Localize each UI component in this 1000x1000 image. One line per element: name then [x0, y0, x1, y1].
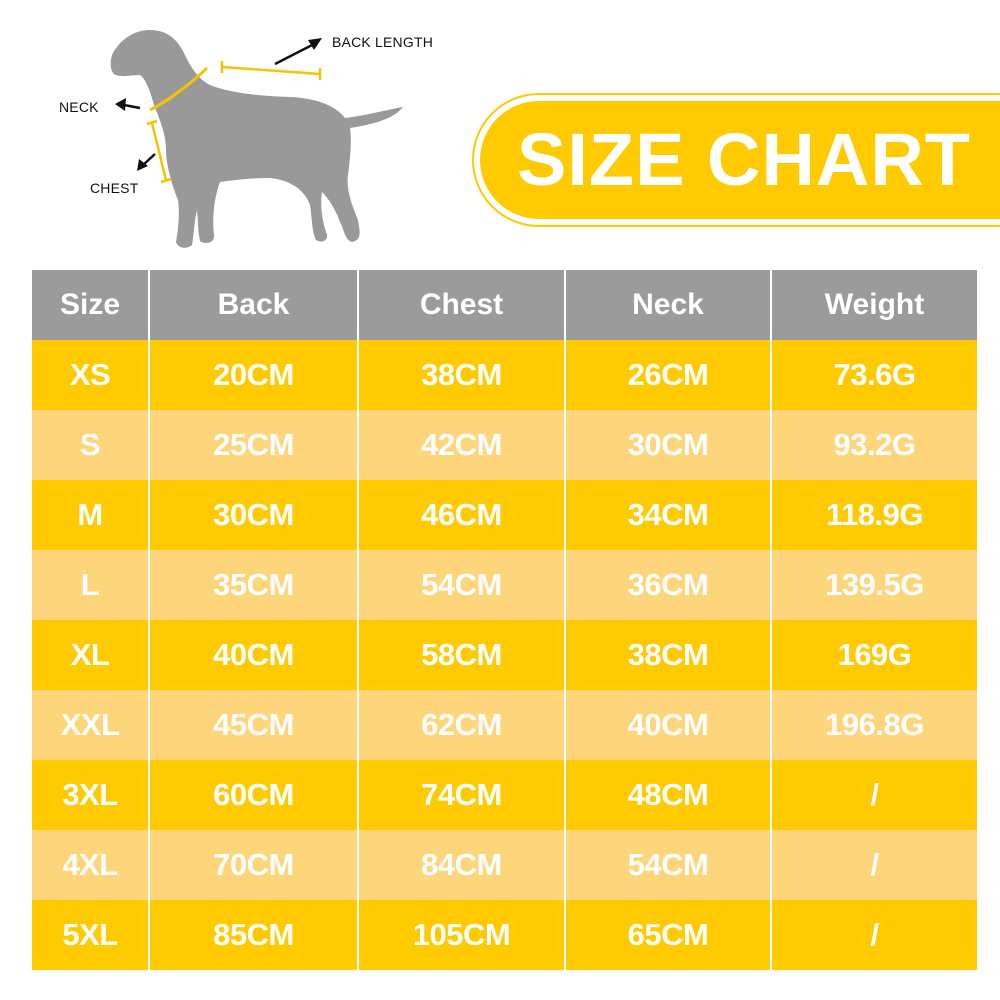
cell-neck: 36CM — [564, 550, 771, 620]
cell-size: 5XL — [32, 900, 149, 970]
cell-size: 4XL — [32, 830, 149, 900]
table-row: XL 40CM 58CM 38CM 169G — [32, 620, 977, 690]
back-length-label: BACK LENGTH — [332, 34, 433, 50]
header-neck: Neck — [564, 270, 771, 340]
cell-size: XXL — [32, 690, 149, 760]
cell-chest: 84CM — [357, 830, 565, 900]
cell-neck: 40CM — [564, 690, 771, 760]
header-chest: Chest — [357, 270, 565, 340]
cell-chest: 58CM — [357, 620, 565, 690]
table-row: XXL 45CM 62CM 40CM 196.8G — [32, 690, 977, 760]
cell-neck: 48CM — [564, 760, 771, 830]
cell-weight: 93.2G — [770, 410, 977, 480]
cell-weight: / — [770, 830, 977, 900]
size-chart-banner — [480, 101, 1000, 219]
table-row: 3XL 60CM 74CM 48CM / — [32, 760, 977, 830]
table-row: M 30CM 46CM 34CM 118.9G — [32, 480, 977, 550]
table-row: S 25CM 42CM 30CM 93.2G — [32, 410, 977, 480]
cell-weight: 73.6G — [770, 340, 977, 410]
cell-back: 45CM — [148, 690, 358, 760]
cell-chest: 54CM — [357, 550, 565, 620]
cell-back: 70CM — [148, 830, 358, 900]
cell-chest: 46CM — [357, 480, 565, 550]
chest-label: CHEST — [90, 180, 139, 196]
cell-back: 30CM — [148, 480, 358, 550]
cell-chest: 62CM — [357, 690, 565, 760]
neck-label: NECK — [59, 99, 99, 115]
banner-title: SIZE CHART — [517, 118, 971, 201]
cell-neck: 54CM — [564, 830, 771, 900]
cell-size: 3XL — [32, 760, 149, 830]
cell-chest: 42CM — [357, 410, 565, 480]
cell-size: M — [32, 480, 149, 550]
cell-back: 85CM — [148, 900, 358, 970]
cell-back: 25CM — [148, 410, 358, 480]
table-header-row: Size Back Chest Neck Weight — [32, 270, 977, 340]
banner-outline — [472, 93, 1000, 227]
cell-weight: 196.8G — [770, 690, 977, 760]
cell-weight: 139.5G — [770, 550, 977, 620]
header-size: Size — [32, 270, 149, 340]
arrow-icon — [274, 40, 319, 66]
cell-chest: 74CM — [357, 760, 565, 830]
size-table: Size Back Chest Neck Weight XS 20CM 38CM… — [32, 270, 977, 970]
cell-back: 60CM — [148, 760, 358, 830]
cell-neck: 38CM — [564, 620, 771, 690]
cell-neck: 26CM — [564, 340, 771, 410]
cell-size: XS — [32, 340, 149, 410]
cell-size: XL — [32, 620, 149, 690]
table-row: 4XL 70CM 84CM 54CM / — [32, 830, 977, 900]
cell-size: L — [32, 550, 149, 620]
dog-silhouette-icon — [110, 30, 404, 248]
cell-weight: 169G — [770, 620, 977, 690]
header-weight: Weight — [770, 270, 977, 340]
table-row: 5XL 85CM 105CM 65CM / — [32, 900, 977, 970]
table-row: XS 20CM 38CM 26CM 73.6G — [32, 340, 977, 410]
cell-neck: 34CM — [564, 480, 771, 550]
cell-weight: 118.9G — [770, 480, 977, 550]
cell-chest: 105CM — [357, 900, 565, 970]
cell-chest: 38CM — [357, 340, 565, 410]
cell-neck: 65CM — [564, 900, 771, 970]
cell-back: 20CM — [148, 340, 358, 410]
dog-measurement-diagram: BACK LENGTH NECK CHEST — [0, 0, 460, 260]
cell-weight: / — [770, 760, 977, 830]
cell-back: 35CM — [148, 550, 358, 620]
cell-size: S — [32, 410, 149, 480]
header-back: Back — [148, 270, 358, 340]
cell-neck: 30CM — [564, 410, 771, 480]
cell-back: 40CM — [148, 620, 358, 690]
cell-weight: / — [770, 900, 977, 970]
table-row: L 35CM 54CM 36CM 139.5G — [32, 550, 977, 620]
